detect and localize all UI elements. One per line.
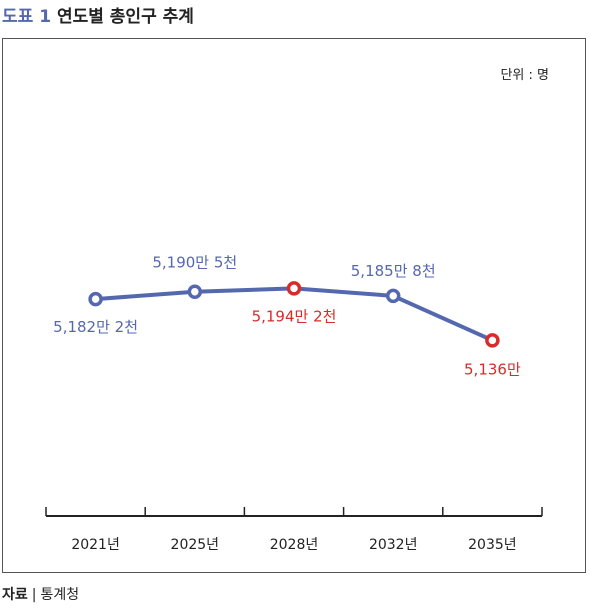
chart-frame: 단위 : 명 <box>2 38 586 573</box>
data-point <box>88 291 103 307</box>
x-tick-label: 2021년 <box>71 537 120 553</box>
source-value: 통계청 <box>40 587 80 603</box>
data-label: 5,136만 <box>464 360 521 378</box>
data-label: 5,190만 5천 <box>152 254 237 272</box>
data-point <box>187 284 203 299</box>
source-label: 자료 <box>2 587 28 603</box>
source-separator: | <box>31 587 37 603</box>
chart-title: 도표 1 연도별 총인구 추계 <box>2 2 194 27</box>
data-label: 5,182만 2천 <box>53 318 138 336</box>
x-tick-label: 2035년 <box>468 537 517 553</box>
data-label: 5,185만 8천 <box>351 262 436 280</box>
figure-title: 연도별 총인구 추계 <box>56 7 194 27</box>
x-tick-label: 2032년 <box>369 537 418 553</box>
source-note: 자료 | 통계청 <box>2 584 79 604</box>
data-point <box>485 333 500 348</box>
data-point <box>385 288 401 304</box>
unit-label: 단위 : 명 <box>500 68 549 83</box>
data-label: 5,194만 2천 <box>252 307 337 325</box>
x-tick-label: 2028년 <box>270 537 319 553</box>
x-tick-label: 2025년 <box>171 537 220 553</box>
figure-label: 도표 1 <box>2 7 52 27</box>
data-point <box>286 281 302 296</box>
